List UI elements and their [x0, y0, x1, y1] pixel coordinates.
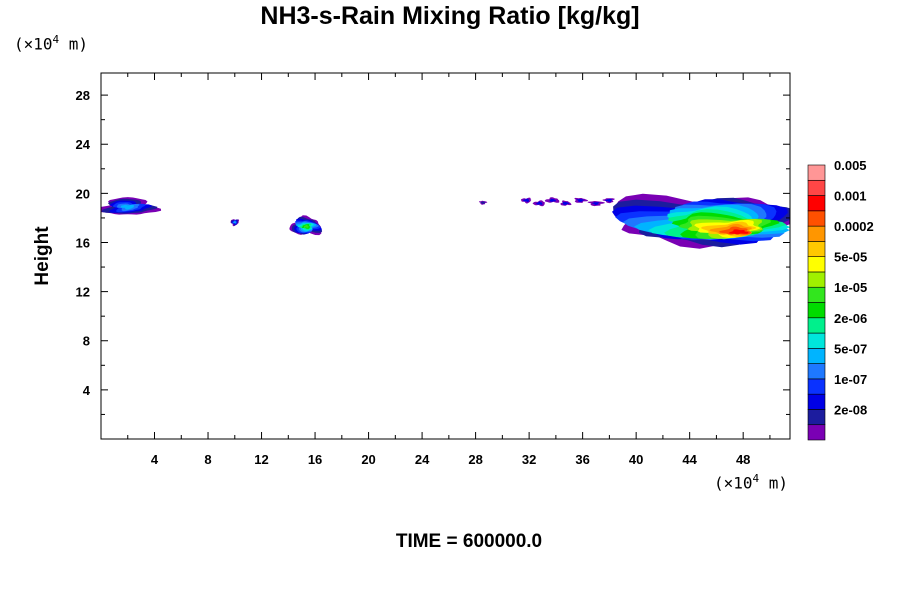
- x-unit-prefix: (×10: [714, 473, 753, 493]
- field-fleck-core: [536, 201, 543, 205]
- colorbar-swatch: [807, 363, 826, 380]
- colorbar-swatch: [807, 424, 826, 441]
- x-axis-unit: (×104 m): [714, 472, 788, 492]
- plot-frame: [100, 72, 791, 440]
- colorbar-label: 0.0002: [834, 219, 874, 234]
- x-tick-label: 32: [522, 452, 536, 467]
- colorbar-swatch: [807, 195, 826, 212]
- field-region-speck-x28: [478, 200, 488, 205]
- field-fleck-core: [549, 198, 557, 202]
- y-axis-unit: (×104 m): [14, 33, 88, 53]
- colorbar-label: 1e-07: [834, 372, 867, 387]
- x-tick-label: 4: [151, 452, 159, 467]
- y-tick-label: 28: [76, 88, 90, 103]
- field-region-left-cloud: [101, 197, 162, 215]
- contour-field: [101, 193, 790, 249]
- colorbar: 2e-08 1e-07 5e-07 2e-06 1e-05 5e-05 0.0002 0.00…: [807, 158, 874, 441]
- y-tick-label: 16: [76, 235, 90, 250]
- y-tick-label: 8: [83, 334, 90, 349]
- x-tick-label: 44: [682, 452, 697, 467]
- colorbar-swatch: [807, 286, 826, 303]
- colorbar-swatch: [807, 241, 826, 257]
- field-fleck-core: [576, 199, 585, 202]
- field-contour-level: [233, 221, 236, 223]
- field-region-small-patch-x10: [230, 219, 240, 227]
- colorbar-swatch: [807, 271, 826, 288]
- colorbar-label: 1e-05: [834, 280, 867, 295]
- y-tick-label: 12: [76, 285, 90, 300]
- chart-title: NH3-s-Rain Mixing Ratio [kg/kg]: [260, 2, 640, 30]
- x-tick-label: 16: [308, 452, 322, 467]
- colorbar-swatch: [807, 317, 826, 334]
- y-unit-prefix: (×10: [14, 34, 53, 54]
- field-region-patch-x15: [289, 215, 323, 236]
- y-unit-exponent: 4: [52, 33, 60, 46]
- x-tick-label: 12: [254, 452, 268, 467]
- colorbar-swatch: [807, 164, 826, 181]
- y-tick-label: 4: [83, 383, 91, 398]
- colorbar-swatch: [807, 393, 826, 410]
- colorbar-label: 2e-08: [834, 402, 867, 417]
- x-tick-label: 48: [736, 452, 750, 467]
- x-unit-exponent: 4: [752, 472, 760, 485]
- colorbar-swatch: [807, 256, 826, 273]
- x-tick-label: 8: [204, 452, 211, 467]
- colorbar-swatch: [807, 348, 826, 364]
- x-tick-label: 24: [415, 452, 430, 467]
- y-unit-suffix: m): [59, 34, 89, 54]
- colorbar-label: 0.005: [834, 158, 867, 173]
- y-tick-label: 20: [76, 186, 90, 201]
- field-region-right-cloud: [612, 193, 790, 249]
- colorbar-label: 0.001: [834, 189, 867, 204]
- field-fleck-core: [523, 198, 530, 203]
- field-contour-level: [728, 229, 749, 235]
- field-fleck-core: [592, 202, 600, 205]
- colorbar-swatch: [807, 179, 826, 196]
- colorbar-swatch: [807, 225, 826, 242]
- x-tick-label: 28: [468, 452, 482, 467]
- x-tick-label: 20: [361, 452, 375, 467]
- field-fleck-core: [562, 201, 570, 205]
- colorbar-swatch: [807, 378, 826, 395]
- field-contour-level: [120, 204, 135, 210]
- colorbar-swatch: [807, 210, 826, 227]
- colorbar-swatch: [807, 409, 826, 426]
- time-footer: TIME = 600000.0: [395, 531, 543, 552]
- colorbar-swatch: [807, 302, 826, 319]
- field-contour-level: [303, 224, 309, 228]
- colorbar-label: 5e-07: [834, 341, 867, 356]
- colorbar-label: 2e-06: [834, 311, 867, 326]
- y-tick-label: 24: [76, 137, 91, 152]
- x-unit-suffix: m): [759, 473, 789, 493]
- x-tick-label: 36: [575, 452, 589, 467]
- field-contour-level: [480, 201, 486, 204]
- x-tick-label: 40: [629, 452, 643, 467]
- field-region-scattered-x32-38: [520, 197, 615, 207]
- field-fleck-core: [605, 198, 613, 202]
- colorbar-label: 5e-05: [834, 250, 867, 265]
- colorbar-swatch: [807, 332, 826, 349]
